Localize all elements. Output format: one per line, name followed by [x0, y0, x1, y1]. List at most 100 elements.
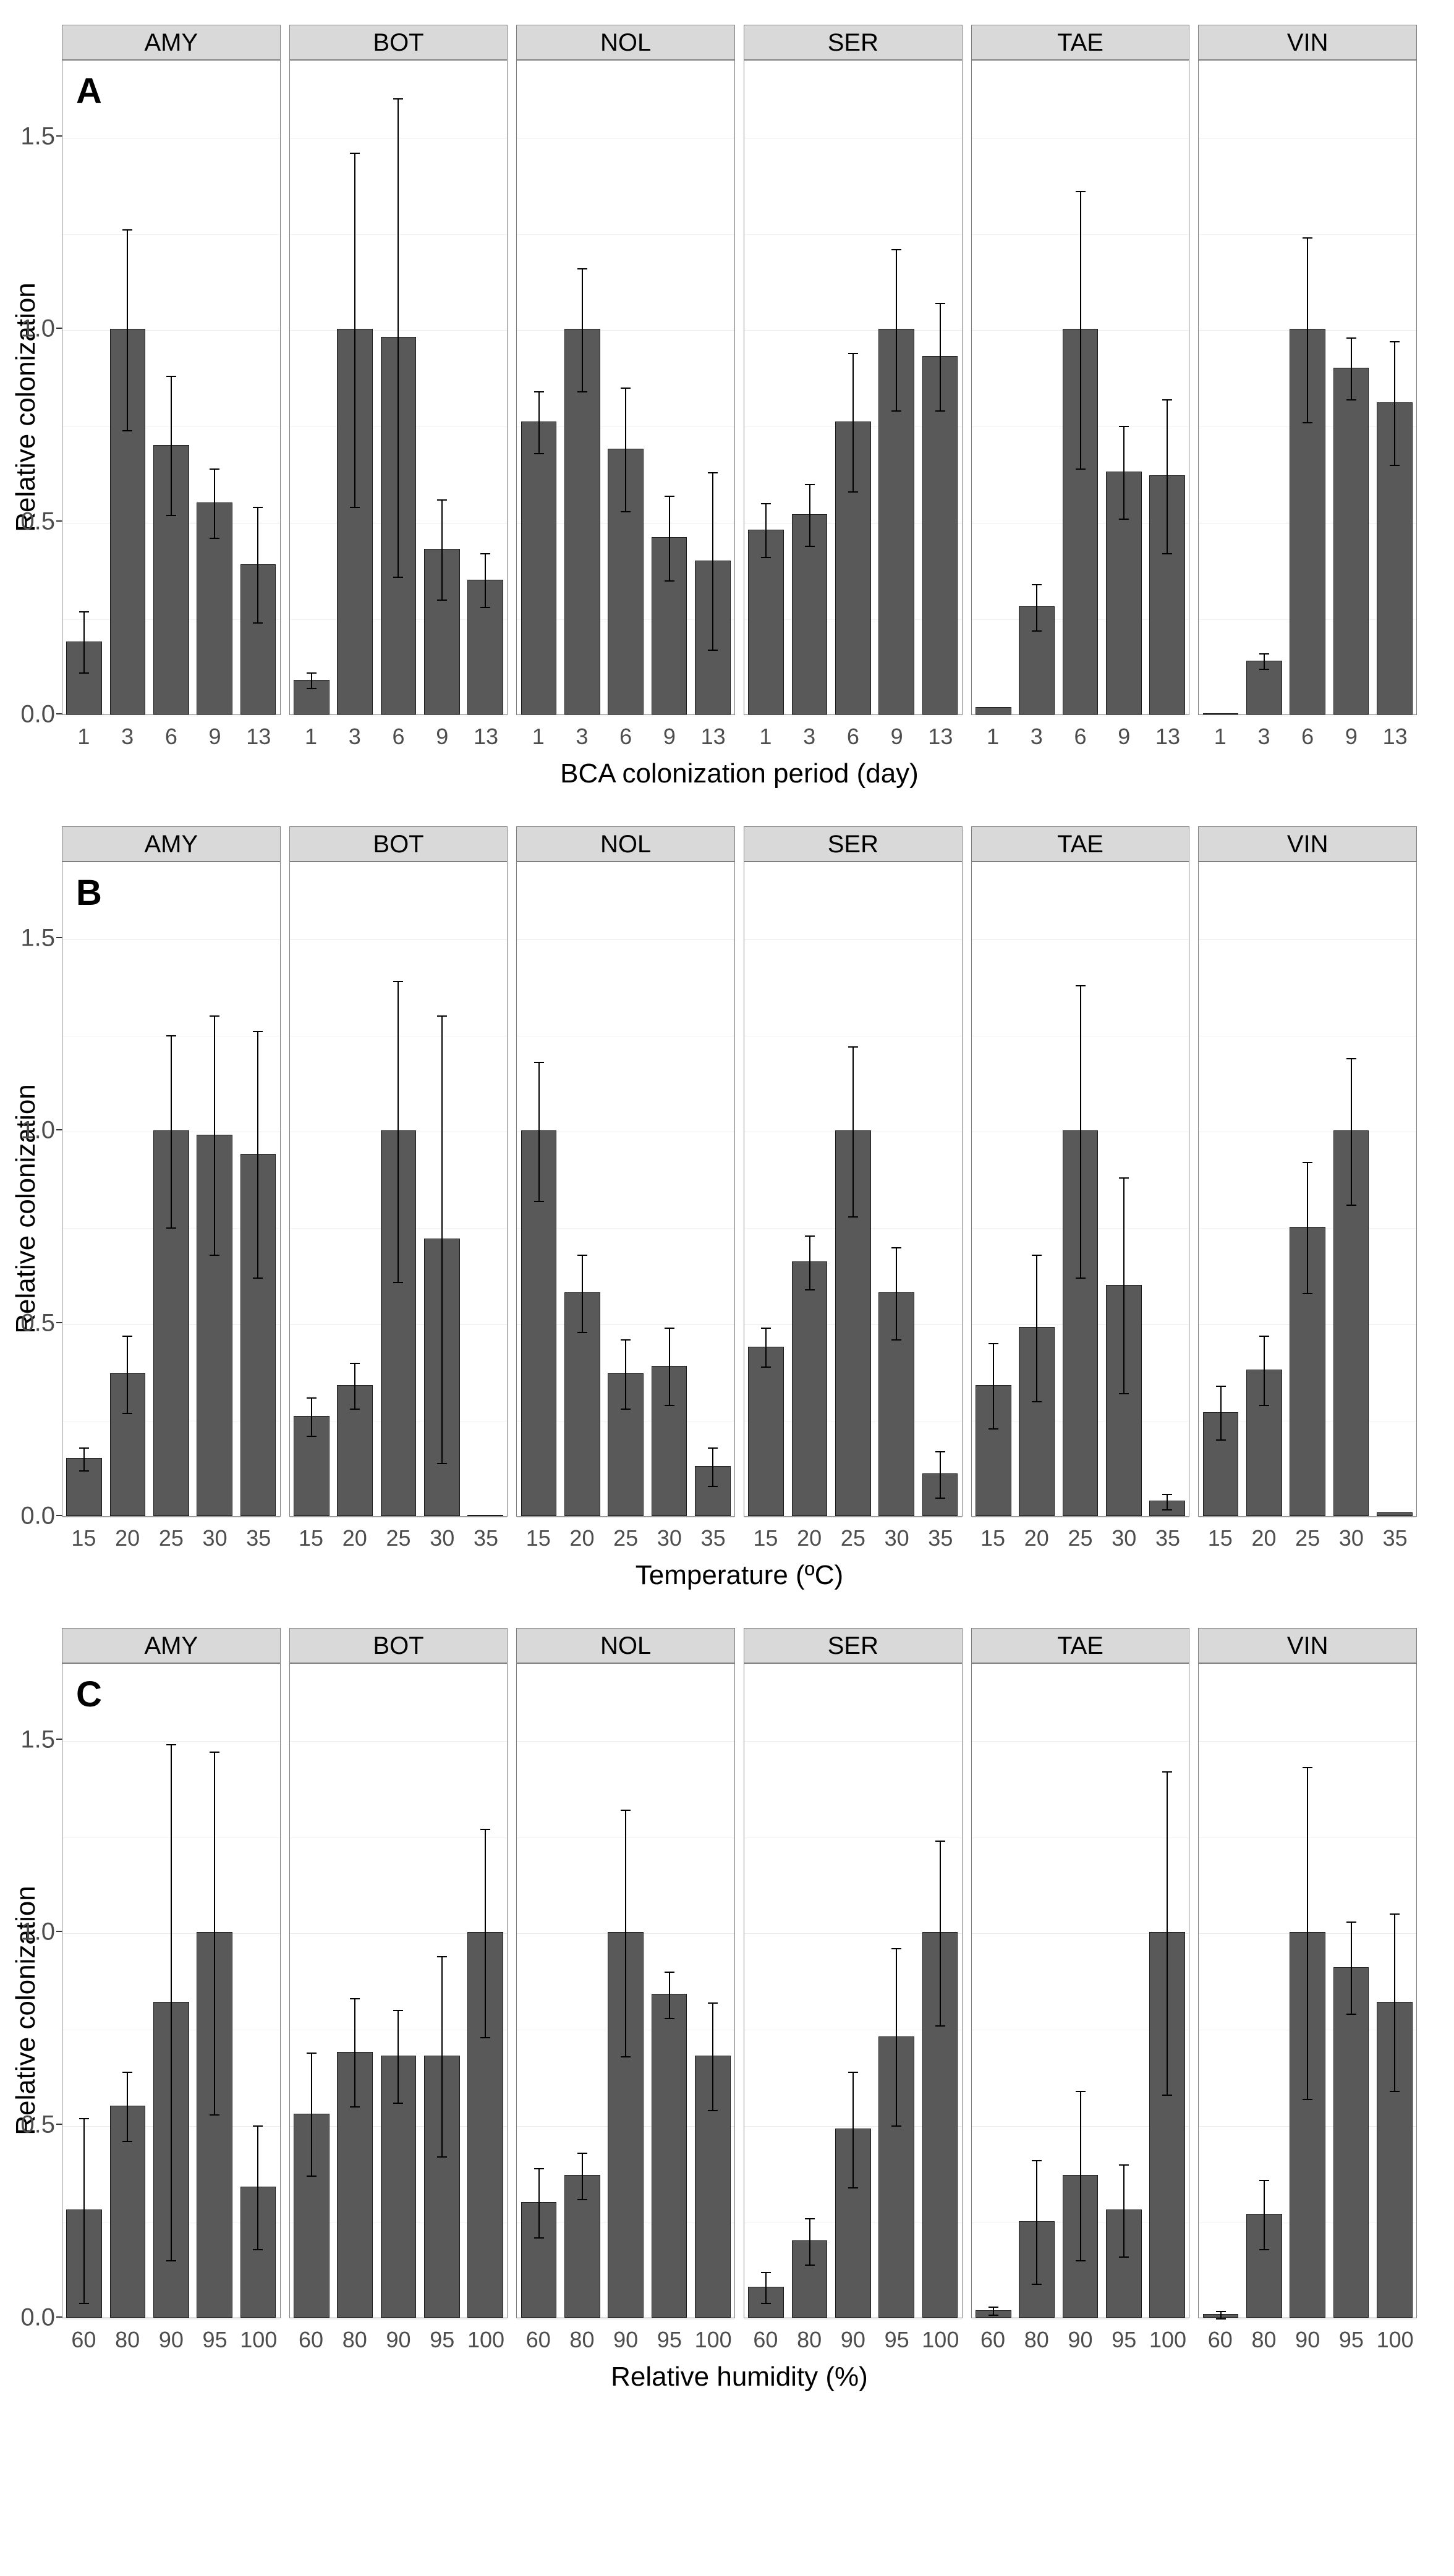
facet-strip: VIN: [1198, 1628, 1417, 1663]
error-cap: [1216, 2311, 1226, 2312]
x-ticks: 1520253035: [971, 1517, 1190, 1551]
error-cap: [480, 1829, 490, 1830]
bar-slot: [564, 862, 600, 1516]
x-tick-label: 35: [1146, 1525, 1190, 1551]
error-cap: [122, 430, 132, 431]
bar-slot: [748, 862, 784, 1516]
error-cap: [805, 2218, 815, 2219]
error-bar: [765, 2273, 767, 2303]
error-cap: [577, 1332, 587, 1333]
subplot-letter: B: [76, 872, 102, 913]
error-bar: [1123, 1178, 1125, 1394]
error-cap: [210, 1255, 219, 1256]
x-ticks: 136913: [62, 715, 281, 750]
error-cap: [1076, 1277, 1086, 1279]
bar: [1203, 713, 1239, 714]
bar-slot: [922, 862, 958, 1516]
error-cap: [708, 2110, 718, 2111]
error-cap: [307, 2053, 317, 2054]
bar-slot: [1063, 1664, 1099, 2318]
error-cap: [253, 622, 263, 624]
error-bar: [311, 2053, 312, 2177]
bar-slot: [1377, 1664, 1413, 2318]
bar-slot: [792, 61, 828, 714]
facet-strip: BOT: [289, 826, 508, 862]
major-gridline: [1199, 2319, 1416, 2320]
error-cap: [79, 2303, 89, 2304]
error-cap: [350, 153, 360, 154]
panel-SER: SER136913: [744, 25, 963, 750]
major-gridline: [972, 2319, 1189, 2320]
error-bar: [1123, 426, 1125, 519]
plot-area: A0.00.51.01.5: [62, 60, 281, 715]
x-ticks: 136913: [744, 715, 963, 750]
bar-slot: [748, 61, 784, 714]
x-ticks: 136913: [1198, 715, 1417, 750]
facet-strip: AMY: [62, 826, 281, 862]
x-tick-label: 3: [106, 724, 150, 750]
error-bar: [1123, 2165, 1125, 2258]
bar-slot: [608, 1664, 644, 2318]
y-tick-label: 1.0: [20, 315, 55, 343]
error-bar: [398, 2010, 399, 2103]
subplot-letter: C: [76, 1674, 102, 1715]
bar-slot: [521, 1664, 557, 2318]
bar-slot: [110, 1664, 146, 2318]
x-tick-label: 25: [1286, 1525, 1330, 1551]
error-cap: [891, 410, 901, 412]
bar-slot: [1377, 862, 1413, 1516]
major-gridline: [517, 2319, 734, 2320]
error-bar: [485, 554, 486, 608]
error-cap: [437, 1015, 447, 1017]
error-cap: [665, 2018, 674, 2019]
error-bar: [1036, 1255, 1037, 1402]
error-cap: [437, 2156, 447, 2158]
x-tick-label: 80: [106, 2327, 150, 2353]
error-cap: [393, 98, 403, 100]
x-tick-label: 20: [788, 1525, 831, 1551]
error-bar: [712, 1448, 713, 1486]
error-cap: [1303, 237, 1312, 239]
y-axis: 0.00.51.01.5: [15, 1664, 62, 2318]
bar-slot: [695, 862, 731, 1516]
x-tick-label: 6: [149, 724, 193, 750]
x-tick-label: 13: [237, 724, 281, 750]
error-cap: [1303, 2099, 1312, 2100]
error-cap: [534, 2168, 544, 2169]
x-tick-label: 30: [1330, 1525, 1374, 1551]
y-tick-mark: [56, 713, 62, 714]
error-cap: [1076, 468, 1086, 470]
panel-TAE: TAE60809095100: [971, 1628, 1190, 2353]
y-tick-label: 0.5: [20, 2111, 55, 2139]
error-bar: [669, 1328, 670, 1405]
error-cap: [848, 2072, 858, 2073]
facet-strip: TAE: [971, 826, 1190, 862]
error-cap: [307, 1397, 317, 1399]
bar-slot: [792, 1664, 828, 2318]
x-tick-label: 6: [1058, 724, 1102, 750]
error-cap: [534, 391, 544, 392]
error-cap: [577, 391, 587, 392]
error-cap: [1216, 1386, 1226, 1387]
x-ticks: 136913: [289, 715, 508, 750]
x-tick-label: 3: [1014, 724, 1058, 750]
x-tick-label: 100: [1373, 2327, 1417, 2353]
bar: [792, 1261, 828, 1516]
x-tick-label: 3: [1242, 724, 1286, 750]
bar-slot: [424, 61, 460, 714]
bar-slot: [467, 1664, 503, 2318]
x-tick-label: 100: [1146, 2327, 1190, 2353]
x-tick-label: 6: [1286, 724, 1330, 750]
panel-AMY: AMYC0.00.51.01.560809095100: [62, 1628, 281, 2353]
x-ticks: 1520253035: [516, 1517, 735, 1551]
y-tick-label: 1.5: [20, 1726, 55, 1753]
bar-slot: [1246, 61, 1282, 714]
error-bar: [127, 2072, 128, 2142]
x-tick-label: 9: [420, 724, 464, 750]
error-cap: [122, 229, 132, 231]
bar-slot: [608, 61, 644, 714]
error-cap: [79, 1447, 89, 1449]
error-cap: [534, 2237, 544, 2239]
error-cap: [350, 1998, 360, 1999]
error-bar: [538, 1062, 540, 1201]
